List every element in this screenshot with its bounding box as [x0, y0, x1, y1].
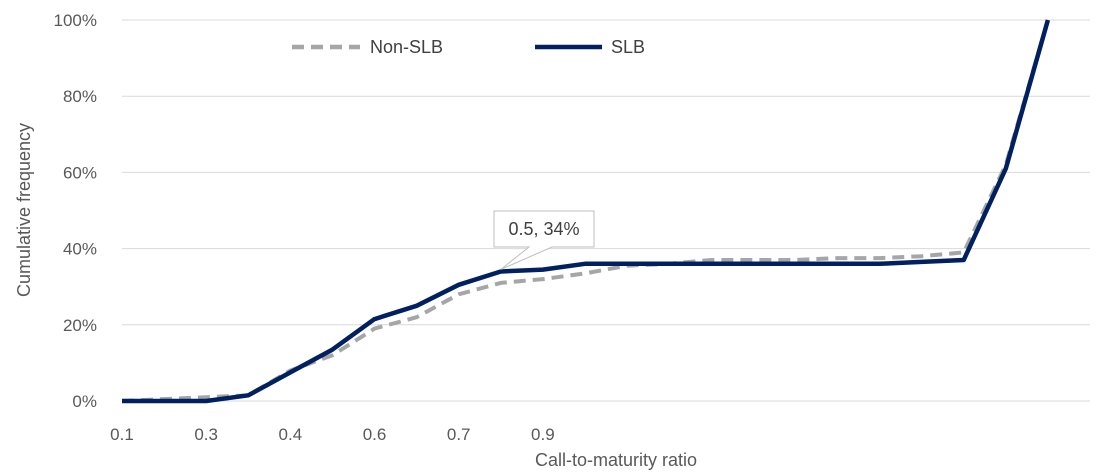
x-axis-tick-labels: 0.1 0.3 0.4 0.6 0.7 0.9 [110, 425, 555, 444]
callout-label: 0.5, 34% [508, 219, 579, 239]
x-tick-label: 0.4 [279, 425, 303, 444]
x-tick-label: 0.9 [531, 425, 555, 444]
x-tick-label: 0.3 [194, 425, 218, 444]
series-lines [121, 19, 1051, 404]
legend-label-non-slb: Non-SLB [370, 37, 443, 57]
y-tick-label: 60% [63, 163, 97, 182]
x-tick-label: 0.7 [447, 425, 471, 444]
legend-label-slb: SLB [611, 37, 645, 57]
data-callout: 0.5, 34% [493, 210, 595, 270]
y-tick-label: 0% [72, 392, 97, 411]
y-tick-label: 20% [63, 316, 97, 335]
y-tick-label: 100% [54, 11, 97, 30]
y-axis-tick-labels: 0% 20% 40% 60% 80% 100% [54, 11, 97, 411]
legend: Non-SLB SLB [292, 37, 645, 57]
series-line-slb [122, 19, 1051, 404]
x-axis-title: Call-to-maturity ratio [535, 450, 697, 470]
gridlines [122, 19, 1090, 402]
x-tick-label: 0.6 [363, 425, 387, 444]
y-axis-title: Cumulative frequency [14, 123, 34, 297]
y-tick-label: 40% [63, 240, 97, 259]
y-tick-label: 80% [63, 87, 97, 106]
x-tick-label: 0.1 [110, 425, 134, 444]
callout-box [493, 210, 595, 270]
